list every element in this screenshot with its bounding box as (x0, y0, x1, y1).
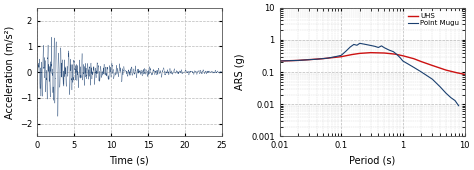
Y-axis label: ARS (g): ARS (g) (236, 54, 246, 90)
Point Mugu (368, 44, 374, 46)
Point Mugu (372, 45, 378, 47)
Point Mugu (314, 58, 319, 60)
UHS (443, 69, 449, 71)
UHS (454, 72, 460, 74)
Point Mugu (351, 43, 356, 45)
Point Mugu (448, 97, 454, 99)
UHS (382, 52, 387, 54)
UHS (400, 55, 406, 57)
Point Mugu (411, 66, 417, 68)
Point Mugu (343, 50, 349, 52)
Legend: UHS, Point Mugu: UHS, Point Mugu (405, 11, 461, 28)
Point Mugu (382, 47, 387, 49)
Point Mugu (379, 45, 384, 47)
Point Mugu (354, 44, 360, 46)
Point Mugu (419, 71, 424, 73)
UHS (338, 56, 344, 58)
Point Mugu (384, 48, 390, 50)
Y-axis label: Acceleration (m/s²): Acceleration (m/s²) (4, 26, 14, 119)
Point Mugu (394, 54, 400, 56)
Line: UHS: UHS (280, 53, 465, 74)
Point Mugu (357, 42, 363, 44)
UHS (295, 59, 301, 61)
Line: Point Mugu: Point Mugu (280, 43, 459, 106)
Point Mugu (429, 78, 435, 80)
Point Mugu (443, 92, 449, 94)
X-axis label: Time (s): Time (s) (109, 156, 149, 166)
UHS (368, 52, 374, 54)
Point Mugu (397, 57, 403, 59)
UHS (462, 73, 467, 75)
Point Mugu (437, 86, 443, 88)
UHS (320, 58, 326, 60)
UHS (392, 53, 398, 55)
Point Mugu (332, 56, 338, 58)
Point Mugu (347, 46, 353, 48)
Point Mugu (375, 46, 381, 48)
Point Mugu (400, 60, 406, 62)
Point Mugu (386, 49, 392, 51)
UHS (411, 58, 417, 60)
Point Mugu (391, 51, 396, 53)
Point Mugu (295, 59, 301, 61)
UHS (277, 60, 283, 62)
Point Mugu (405, 63, 410, 65)
Point Mugu (277, 60, 283, 62)
UHS (357, 52, 363, 54)
UHS (349, 54, 355, 56)
UHS (429, 64, 435, 66)
Point Mugu (325, 57, 330, 59)
UHS (419, 61, 424, 63)
Point Mugu (452, 100, 458, 102)
X-axis label: Period (s): Period (s) (349, 156, 395, 166)
Point Mugu (338, 54, 344, 56)
Point Mugu (456, 105, 462, 107)
Point Mugu (363, 43, 369, 45)
